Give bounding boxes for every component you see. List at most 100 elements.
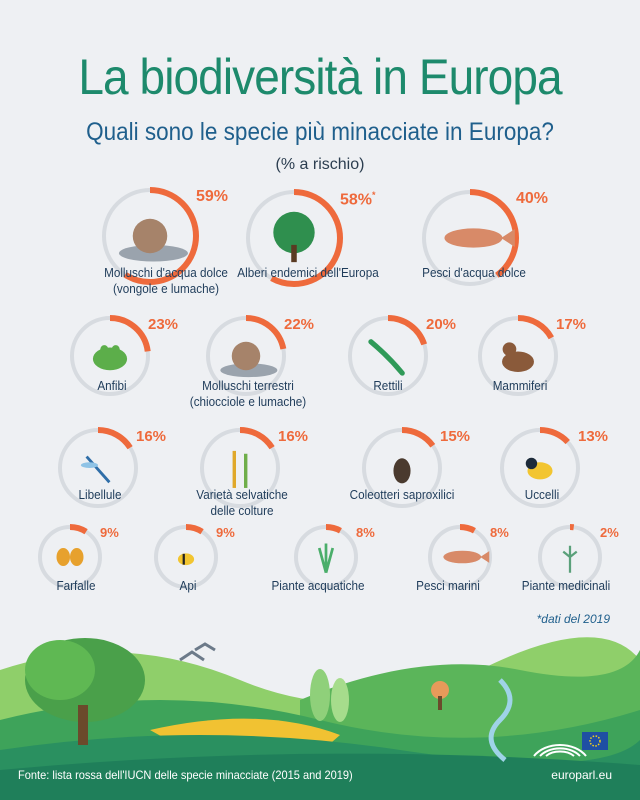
ring-chart [245, 189, 343, 287]
ring-chart [499, 427, 581, 509]
snail-icon [118, 218, 188, 262]
value-label: 59% [196, 188, 229, 205]
ring-segment [293, 524, 359, 590]
value-label: 40% [516, 190, 549, 207]
ring-segment [245, 189, 343, 287]
value-label: 58%* [340, 190, 376, 209]
page-subtitle: Quali sono le specie più minacciate in E… [86, 118, 554, 146]
ring-chart [477, 315, 559, 397]
category-label-line: (chiocciole e lumache) [189, 394, 307, 409]
wheat-icon [232, 450, 248, 488]
category-label-line: Piante medicinali [521, 578, 611, 593]
ring-segment [477, 315, 559, 397]
category-label: Farfalle [4, 578, 148, 594]
ring-chart [361, 427, 443, 509]
category-label: Pesci d'acqua dolce [402, 265, 546, 281]
ring-chart [101, 187, 199, 285]
category-label: Mammiferi [448, 378, 592, 394]
footnote: *dati del 2019 [536, 612, 610, 626]
frog-icon [92, 345, 128, 371]
category-label: Piante acquatiche [246, 578, 390, 594]
category-label-line: Molluschi terrestri [202, 378, 294, 393]
category-label-line: (vongole e lumache) [112, 281, 220, 296]
category-label-line: delle colture [210, 503, 274, 518]
ring-segment [153, 524, 219, 590]
category-label-line: Alberi endemici dell'Europa [237, 265, 379, 280]
category-label: Api [116, 578, 260, 594]
category-label-line: Pesci marini [416, 578, 480, 593]
ring-segment [205, 315, 287, 397]
value-label: 22% [284, 316, 315, 333]
beetle-icon [393, 458, 411, 484]
value-label: 16% [136, 428, 167, 445]
fish-icon [443, 550, 490, 564]
category-label-line: Uccelli [524, 487, 560, 502]
value-label: 20% [426, 316, 457, 333]
ring-chart [347, 315, 429, 397]
ring-segment [499, 427, 581, 509]
ring-segment [421, 189, 519, 287]
category-label: Libellule [28, 487, 172, 503]
category-label-line: Api [179, 578, 197, 593]
value-label: 2% [600, 525, 619, 540]
value-label: 16% [278, 428, 309, 445]
value-label: 15% [440, 428, 471, 445]
ring-chart [57, 427, 139, 509]
category-label-line: Rettili [373, 378, 403, 393]
ring-segment [37, 524, 103, 590]
ring-chart [37, 524, 103, 590]
european-parliament-logo-icon [533, 732, 608, 757]
value-label: 8% [490, 525, 509, 540]
tree-icon [273, 211, 315, 263]
ring-chart [153, 524, 219, 590]
category-label-line: Anfibi [97, 378, 127, 393]
category-label-line: Farfalle [56, 578, 96, 593]
ring-chart [427, 524, 493, 590]
category-label-line: Piante acquatiche [271, 578, 365, 593]
page-title: La biodiversità in Europa [78, 49, 562, 105]
butterfly-icon [56, 548, 84, 566]
ring-segment [537, 524, 603, 590]
ring-segment [427, 524, 493, 590]
site-link[interactable]: europarl.eu [551, 768, 612, 782]
aquatic-plant-icon [317, 543, 335, 574]
bee-icon [177, 553, 195, 566]
landscape-illustration [0, 637, 640, 800]
category-label-line: Mammiferi [492, 378, 548, 393]
category-label: Molluschi terrestri (chiocciole e lumache… [176, 378, 320, 410]
ring-segment [101, 187, 199, 285]
value-label: 13% [578, 428, 609, 445]
otter-icon [502, 342, 534, 372]
category-label-line: Pesci d'acqua dolce [422, 265, 526, 280]
value-label: 9% [216, 525, 235, 540]
ring-chart [199, 427, 281, 509]
category-label-line: Varietà selvatiche [196, 487, 288, 502]
category-label: Piante medicinali [494, 578, 638, 594]
ring-segment [347, 315, 429, 397]
category-label: Pesci marini [376, 578, 520, 594]
snail-icon [220, 341, 278, 378]
ring-chart [421, 189, 519, 287]
footnote-marker: * [372, 190, 376, 200]
bird-icon [525, 457, 553, 480]
ring-chart [537, 524, 603, 590]
category-label: Molluschi d'acqua dolce (vongole e lumach… [94, 265, 238, 297]
category-label: Rettili [316, 378, 460, 394]
ring-segment [57, 427, 139, 509]
category-label: Uccelli [470, 487, 614, 503]
herb-icon [562, 545, 578, 573]
category-label: Anfibi [40, 378, 184, 394]
ring-chart [69, 315, 151, 397]
value-label: 17% [556, 316, 587, 333]
ring-chart [205, 315, 287, 397]
ring-chart [293, 524, 359, 590]
source-note: Fonte: lista rossa dell'IUCN delle speci… [18, 768, 353, 782]
dragonfly-icon [80, 455, 111, 484]
fish-icon [444, 228, 515, 248]
category-label-line: Coleotteri saproxilici [349, 487, 455, 502]
category-label: Varietà selvatiche delle colture [170, 487, 314, 519]
category-label-line: Molluschi d'acqua dolce [104, 265, 228, 280]
value-label: 23% [148, 316, 179, 333]
ring-segment [361, 427, 443, 509]
lizard-icon [368, 339, 405, 376]
